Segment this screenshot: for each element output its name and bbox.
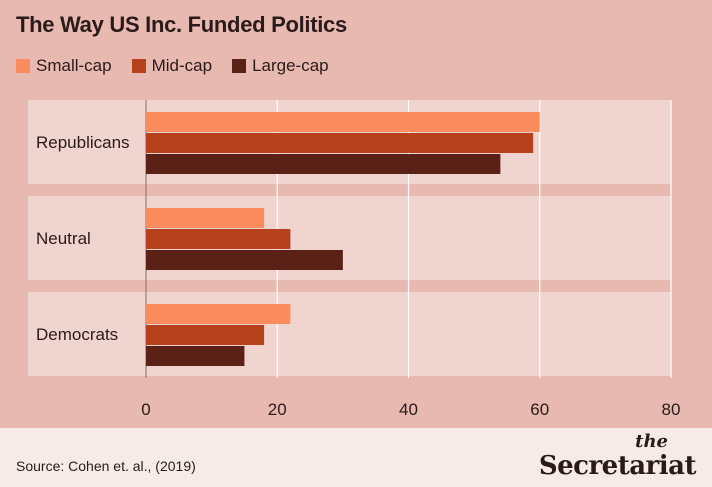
legend-label-large-cap: Large-cap (252, 56, 329, 75)
legend-swatch-large-cap (232, 59, 247, 73)
legend-swatch-small-cap (16, 59, 30, 73)
legend-item-small-cap: Small-cap (16, 56, 112, 76)
x-tick-label: 20 (268, 400, 287, 419)
bar-mid-cap (146, 229, 291, 249)
bar-mid-cap (146, 133, 534, 153)
legend-item-large-cap: Large-cap (232, 56, 329, 76)
legend: Small-cap Mid-cap Large-cap (16, 56, 329, 76)
legend-swatch-mid-cap (131, 59, 146, 73)
category-label: Neutral (36, 229, 91, 248)
chart-title: The Way US Inc. Funded Politics (16, 12, 347, 37)
brand-logo-big: Secretariat (538, 451, 697, 481)
x-tick-label: 60 (530, 400, 549, 419)
category-panel (28, 292, 671, 376)
legend-label-small-cap: Small-cap (36, 56, 112, 75)
x-tick-label: 0 (141, 400, 150, 419)
category-panel (28, 196, 671, 280)
bar-small-cap (146, 112, 540, 132)
legend-label-mid-cap: Mid-cap (151, 56, 213, 75)
bar-large-cap (146, 346, 245, 366)
brand-logo: the Secretariat (538, 431, 697, 481)
bar-small-cap (146, 304, 291, 324)
bar-large-cap (146, 154, 501, 174)
bar-mid-cap (146, 325, 265, 345)
bar-chart: Republicans Neutral Democrats 0 20 40 60 80 (28, 100, 681, 419)
category-label: Republicans (36, 133, 130, 152)
footer: Source: Cohen et. al., (2019) the Secret… (0, 428, 712, 487)
brand-logo-small: the (635, 431, 668, 452)
source-note: Source: Cohen et. al., (2019) (16, 458, 196, 474)
bar-large-cap (146, 250, 343, 270)
bar-small-cap (146, 208, 265, 228)
x-tick-label: 40 (399, 400, 418, 419)
x-tick-label: 80 (662, 400, 681, 419)
category-label: Democrats (36, 325, 118, 344)
legend-item-mid-cap: Mid-cap (131, 56, 213, 76)
